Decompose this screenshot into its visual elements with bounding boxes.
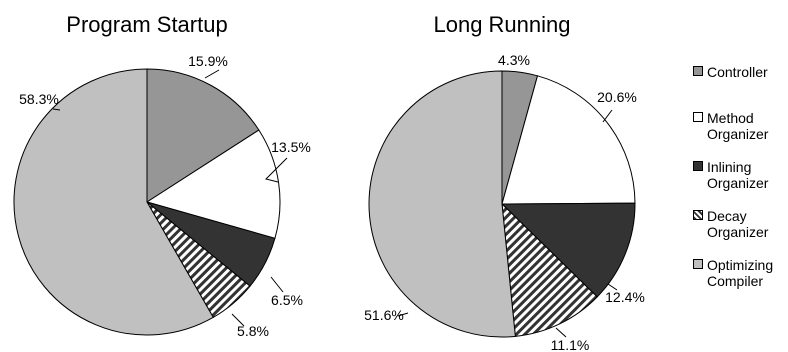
legend-label-controller: Controller <box>707 64 768 80</box>
chart-title: Long Running <box>433 12 570 37</box>
leader-line <box>555 327 567 338</box>
leader-line <box>270 276 284 293</box>
leader-line <box>397 312 409 317</box>
legend-swatch-controller <box>693 66 703 76</box>
legend-swatch-decay <box>693 210 703 220</box>
legend-label-inlining: Inlining Organizer <box>707 159 769 191</box>
legend-label-decay: Decay Organizer <box>707 208 769 240</box>
legend-swatch-inlining <box>693 161 703 171</box>
pie-program-startup: Program Startup 15.9% 13.5% 6.5%5.8% 58.3% <box>13 12 311 339</box>
legend-label-method: Method Organizer <box>707 110 769 142</box>
data-label-compiler: 51.6% <box>364 307 404 323</box>
data-label-method: 20.6% <box>597 89 637 105</box>
data-label-compiler: 58.3% <box>19 91 59 107</box>
legend-label-compiler: Optimizing Compiler <box>707 257 774 289</box>
pie-slice-decay <box>501 202 598 337</box>
pie-slice-compiler <box>368 70 516 338</box>
pie-slice-controller <box>146 68 260 203</box>
leader-line <box>52 108 61 111</box>
data-label-inlining: 6.5% <box>271 292 303 308</box>
chart-title: Program Startup <box>66 12 227 37</box>
leader-line <box>602 109 613 123</box>
pie-slice-compiler <box>13 68 214 336</box>
legend-swatch-method <box>693 112 703 122</box>
data-label-inlining: 12.4% <box>605 289 645 305</box>
data-label-decay: 11.1% <box>551 337 590 352</box>
leader-line <box>231 313 245 327</box>
data-label-controller: 15.9% <box>188 53 228 69</box>
leader-line <box>204 69 220 79</box>
legend-swatch-compiler <box>693 259 703 269</box>
data-label-controller: 4.3% <box>498 52 530 68</box>
pie-slice-inlining <box>500 202 636 298</box>
leader-line <box>607 283 618 291</box>
data-label-method: 13.5% <box>271 139 311 155</box>
data-label-decay: 5.8% <box>237 323 269 339</box>
pie-slice-method <box>501 75 636 205</box>
pie-long-running: Long Running 4.3% 20.6% 12.4% 11.1% 51.6% <box>364 12 645 352</box>
leader-line <box>265 157 288 183</box>
